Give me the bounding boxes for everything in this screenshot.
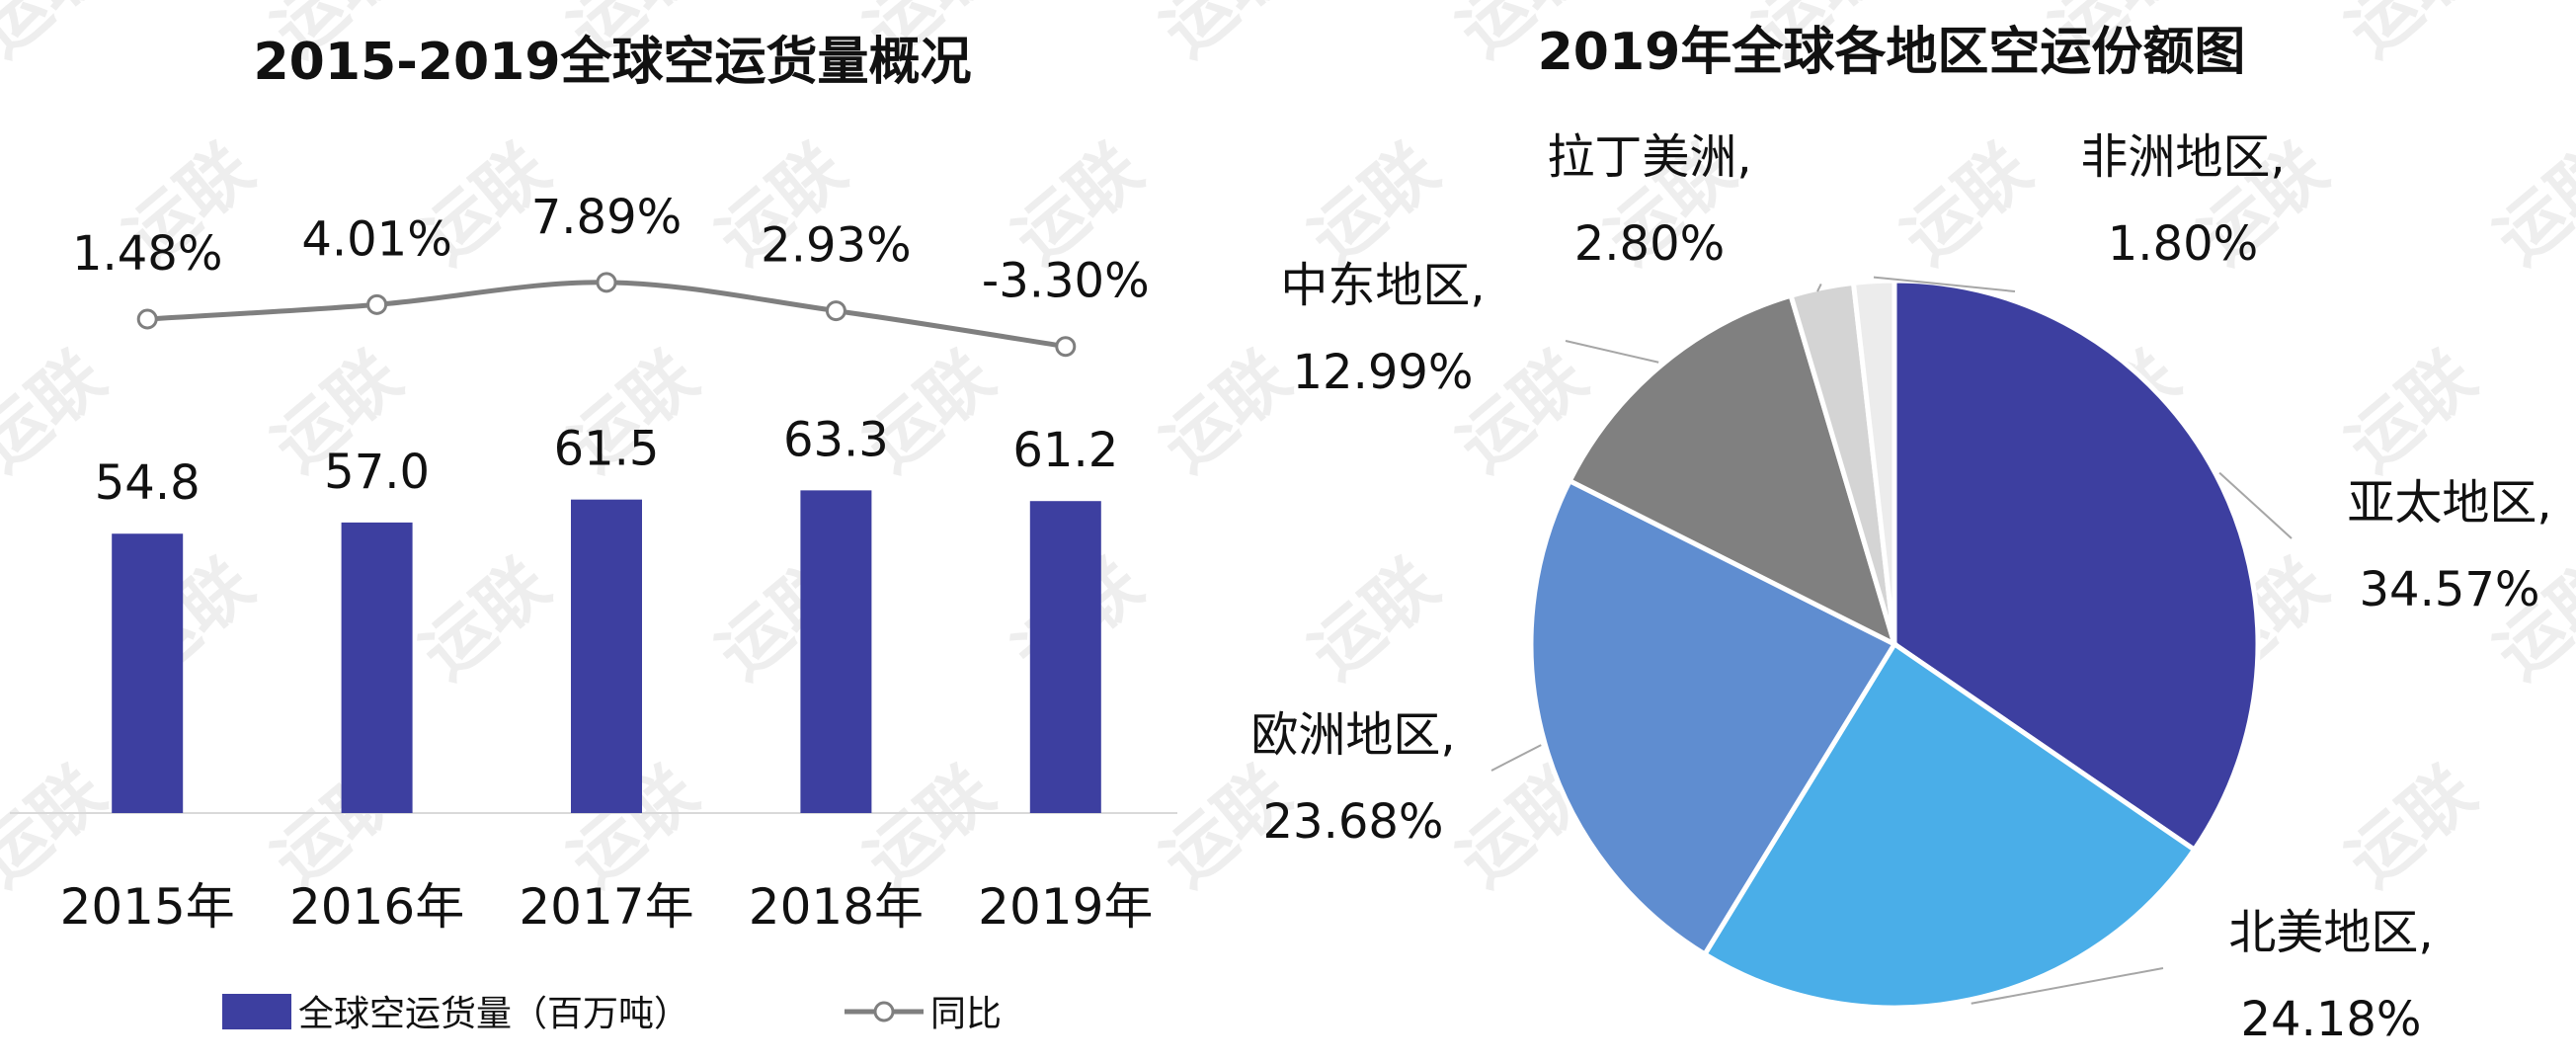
- bar-value-label: 61.2: [1012, 423, 1118, 478]
- pie-label-value: 23.68%: [1262, 794, 1443, 850]
- x-tick-label: 2017年: [519, 878, 693, 936]
- pie-label-name: 北美地区,: [2228, 905, 2433, 960]
- pie-leader-line: [1565, 340, 1659, 364]
- pie-slice-2: [1701, 640, 2199, 1011]
- pie-label-name: 中东地区,: [1280, 258, 1485, 313]
- pie-label-name: 拉丁美洲,: [1547, 129, 1751, 185]
- pie-label-name: 亚太地区,: [2347, 475, 2551, 531]
- trend-point-4: [825, 300, 846, 322]
- bar-3: [571, 499, 642, 813]
- x-tick-label: 2019年: [978, 878, 1153, 936]
- pie-label-value: 34.57%: [2359, 562, 2539, 617]
- pie-label-name: 欧洲地区,: [1250, 707, 1455, 763]
- watermark-text: 运联: [2332, 751, 2490, 902]
- pie-label-value: 2.80%: [1574, 216, 1725, 272]
- trend-point-2: [366, 293, 388, 315]
- bar-5: [1029, 501, 1101, 813]
- watermark-text: 运联: [406, 543, 564, 695]
- pie-label-value: 24.18%: [2240, 992, 2421, 1047]
- bar-1: [112, 533, 184, 813]
- legend-bar-swatch: [222, 994, 291, 1029]
- pie-slice-1: [1892, 278, 2261, 854]
- watermark-text: 运联: [1147, 0, 1305, 72]
- x-tick-label: 2015年: [60, 878, 235, 936]
- watermark-text: 运联: [0, 0, 120, 72]
- pie-slice-4: [1566, 292, 1899, 649]
- pie-label-value: 1.80%: [2108, 216, 2258, 272]
- bar-2: [341, 522, 413, 813]
- watermark-text: 运联: [1147, 336, 1305, 487]
- trend-point-3: [596, 272, 617, 293]
- watermark-text: 运联: [2332, 0, 2490, 72]
- bar-value-label: 63.3: [783, 412, 889, 467]
- legend-line-label: 同比: [930, 994, 1002, 1034]
- pie-leader-line: [1971, 967, 2164, 1005]
- bar-4: [800, 490, 872, 813]
- pie-chart: 2019年全球各地区空运份额图 亚太地区, 34.57% 北美地区, 24.18% 欧洲…: [1250, 23, 2551, 1047]
- pie-leader-line: [1490, 744, 1542, 772]
- bar-line-chart: 2015-2019全球空运货量概况 54.8 57.0 61.5 63.3 61.2 2…: [10, 33, 1177, 1034]
- pie-chart-title: 2019年全球各地区空运份额图: [1538, 23, 2246, 82]
- watermark-text: 运联: [2480, 128, 2576, 280]
- pie-label-name: 非洲地区,: [2080, 129, 2285, 185]
- watermark-text: 运联: [1295, 543, 1453, 695]
- trend-value-label: 7.89%: [531, 190, 682, 245]
- x-tick-label: 2018年: [749, 878, 924, 936]
- bar-value-label: 61.5: [554, 422, 660, 477]
- trend-value-label: 1.48%: [72, 226, 222, 282]
- watermark-text: 运联: [1888, 128, 2046, 280]
- legend: 全球空运货量（百万吨） 同比: [222, 994, 1002, 1034]
- trend-value-label: 4.01%: [301, 211, 451, 267]
- pie-leader-line: [1873, 276, 2016, 292]
- pie-leader-line: [1816, 284, 1822, 292]
- watermark-text: 运联: [2332, 336, 2490, 487]
- trend-point-1: [136, 308, 158, 330]
- trend-point-5: [1055, 336, 1077, 358]
- bar-value-label: 57.0: [324, 445, 430, 500]
- bar-chart-title: 2015-2019全球空运货量概况: [253, 33, 971, 92]
- x-tick-label: 2016年: [289, 878, 464, 936]
- trend-value-label: -3.30%: [982, 254, 1150, 309]
- pie-slice-6: [1850, 278, 1897, 645]
- bar-value-label: 54.8: [95, 455, 201, 511]
- pie-label-value: 12.99%: [1292, 345, 1473, 400]
- trend-value-label: 2.93%: [761, 218, 911, 274]
- legend-bar-label: 全球空运货量（百万吨）: [298, 994, 689, 1034]
- legend-line-marker: [873, 1001, 895, 1022]
- pie-leader-line: [2218, 471, 2293, 539]
